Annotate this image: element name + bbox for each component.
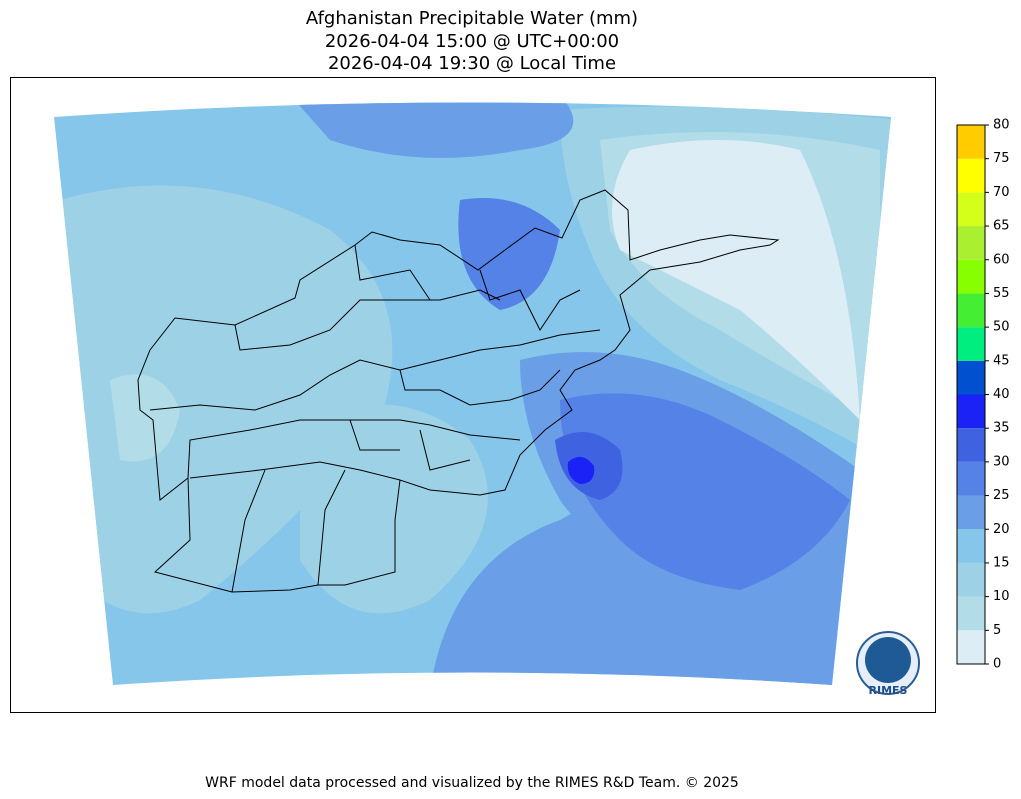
colorbar-tick-label: 25 (993, 488, 1010, 503)
footer: WRF model data processed and visualized … (205, 775, 739, 791)
contour-region (560, 393, 850, 590)
colorbar-segment (957, 158, 985, 193)
contour-region (290, 102, 574, 158)
colorbar-segment (957, 630, 985, 664)
logo-text: RIMES (869, 684, 908, 697)
colorbar-tick-label: 65 (993, 219, 1010, 234)
colorbar-tick-label: 0 (993, 657, 1001, 672)
colorbar-tick-label: 80 (993, 118, 1010, 133)
colorbar-tick-label: 60 (993, 252, 1010, 267)
contour-region (300, 404, 488, 614)
colorbar-tick-label: 55 (993, 286, 1010, 301)
colorbar-segment (957, 293, 985, 328)
colorbar-tick-label: 15 (993, 555, 1010, 570)
map-frame (10, 77, 936, 713)
colorbar-tick-label: 35 (993, 421, 1010, 436)
colorbar-tick-label: 50 (993, 320, 1010, 335)
colorbar-segment (957, 226, 985, 260)
colorbar-segment (957, 529, 985, 563)
colorbar-segment (957, 259, 985, 294)
colorbar-segment (957, 428, 985, 462)
colorbar-tick-label: 70 (993, 185, 1010, 200)
colorbar-segment (957, 596, 985, 631)
title-line: Afghanistan Precipitable Water (mm) (306, 8, 638, 29)
contour-region (110, 374, 180, 462)
province-border (149, 244, 601, 593)
title-line: 2026-04-04 15:00 @ UTC+00:00 (325, 31, 619, 52)
logo: RIMES (856, 631, 920, 697)
colorbar-segment (957, 495, 985, 530)
borders (137, 189, 780, 593)
colorbar-tick-label: 30 (993, 454, 1010, 469)
contour-region (60, 185, 393, 614)
colorbar-segment (957, 461, 985, 496)
colorbar-tick-label: 10 (993, 589, 1010, 604)
colorbar-tick-label: 40 (993, 387, 1010, 402)
colorbar-segment (957, 360, 985, 395)
colorbar-tick-label: 45 (993, 353, 1010, 368)
colorbar-segment (957, 192, 985, 227)
colorbar-tick-label: 75 (993, 151, 1010, 166)
colorbar-tick-label: 5 (993, 623, 1001, 638)
logo-emblem (865, 637, 911, 683)
colorbar-segment (957, 327, 985, 361)
colorbar-tick-label: 20 (993, 522, 1010, 537)
colorbar-segment (957, 562, 985, 597)
title-line: 2026-04-04 19:30 @ Local Time (328, 53, 616, 74)
colorbar-segment (957, 394, 985, 429)
colorbar: 0 5 10 15 20 25 30 35 40 45 50 55 60 65 70 75 80 (956, 118, 1010, 672)
contour-region (567, 456, 595, 484)
contour-region (612, 140, 860, 420)
colorbar-segment (957, 125, 985, 159)
country-border (137, 189, 780, 593)
